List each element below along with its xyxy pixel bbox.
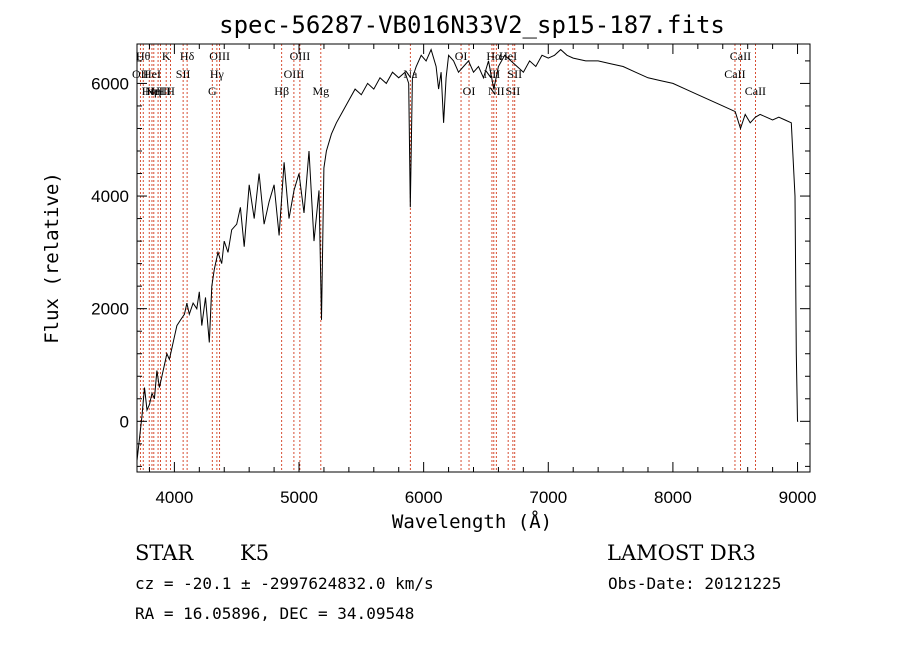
y-axis-ticks: 0 2000 4000 6000 — [91, 60, 810, 467]
line-marker-label: H — [166, 84, 175, 98]
line-marker-label: OI — [463, 84, 476, 98]
line-marker-label: NeIII — [145, 84, 171, 98]
x-axis-title: Wavelength (Å) — [392, 510, 552, 533]
line-marker-label: NII — [488, 84, 505, 98]
line-marker-label: H — [156, 84, 165, 98]
line-marker-label: Hγ — [210, 67, 225, 81]
line-marker-label: K — [162, 49, 171, 63]
line-marker-label: CaII — [730, 49, 751, 63]
object-subclass: K5 — [240, 541, 269, 565]
line-marker-label: OI — [455, 49, 468, 63]
line-marker-label: HeI — [499, 49, 517, 63]
line-marker-label: HeI — [143, 67, 161, 81]
coordinates-readout: RA = 16.05896, DEC = 34.09548 — [135, 604, 414, 623]
x-tick-label: 9000 — [779, 488, 817, 507]
line-marker-label: Hη — [142, 84, 157, 98]
line-marker-label: OIII — [290, 49, 311, 63]
line-marker-label: Hη — [146, 84, 161, 98]
y-tick-label: 6000 — [91, 74, 129, 93]
obs-date: Obs-Date: 20121225 — [608, 574, 781, 593]
line-marker-label: G — [208, 84, 217, 98]
x-tick-label: 5000 — [280, 488, 318, 507]
line-marker-label: SII — [507, 67, 522, 81]
x-tick-label: 4000 — [155, 488, 193, 507]
y-axis-title: Flux (relative) — [41, 172, 63, 344]
line-marker-label: OIII — [209, 49, 230, 63]
x-tick-label: 6000 — [405, 488, 443, 507]
chart-title: spec-56287-VB016N33V2_sp15-187.fits — [219, 11, 725, 39]
plot-frame — [136, 43, 811, 473]
spectrum-line — [136, 48, 799, 461]
spectral-line-markers — [139, 44, 756, 472]
line-marker-label: SII — [506, 84, 521, 98]
line-marker-label: OII — [132, 67, 149, 81]
line-marker-label: SII — [176, 67, 191, 81]
x-tick-label: 7000 — [529, 488, 567, 507]
line-marker-label: CaII — [745, 84, 766, 98]
line-marker-label: Hθ — [136, 49, 151, 63]
object-class: STAR — [135, 541, 194, 565]
line-marker-label: Mg — [312, 84, 329, 98]
y-tick-label: 4000 — [91, 187, 129, 206]
x-tick-label: 8000 — [654, 488, 692, 507]
line-marker-label: OIII — [284, 67, 305, 81]
redshift-readout: cz = -20.1 ± -2997624832.0 km/s — [135, 574, 434, 593]
spectral-line-labels: HθOIIHηHeIHηNeIIIHKHSIIHδGHγOIIIHβOIIIOI… — [132, 49, 766, 98]
x-axis-ticks: 4000 5000 6000 7000 8000 9000 — [148, 44, 817, 507]
survey-name: LAMOST DR3 — [607, 541, 756, 565]
line-marker-label: Hβ — [274, 84, 289, 98]
y-tick-label: 0 — [120, 412, 129, 431]
line-marker-label: Hδ — [180, 49, 195, 63]
line-marker-label: CaII — [724, 67, 745, 81]
y-tick-label: 2000 — [91, 300, 129, 319]
line-marker-label: Hα — [486, 49, 502, 63]
